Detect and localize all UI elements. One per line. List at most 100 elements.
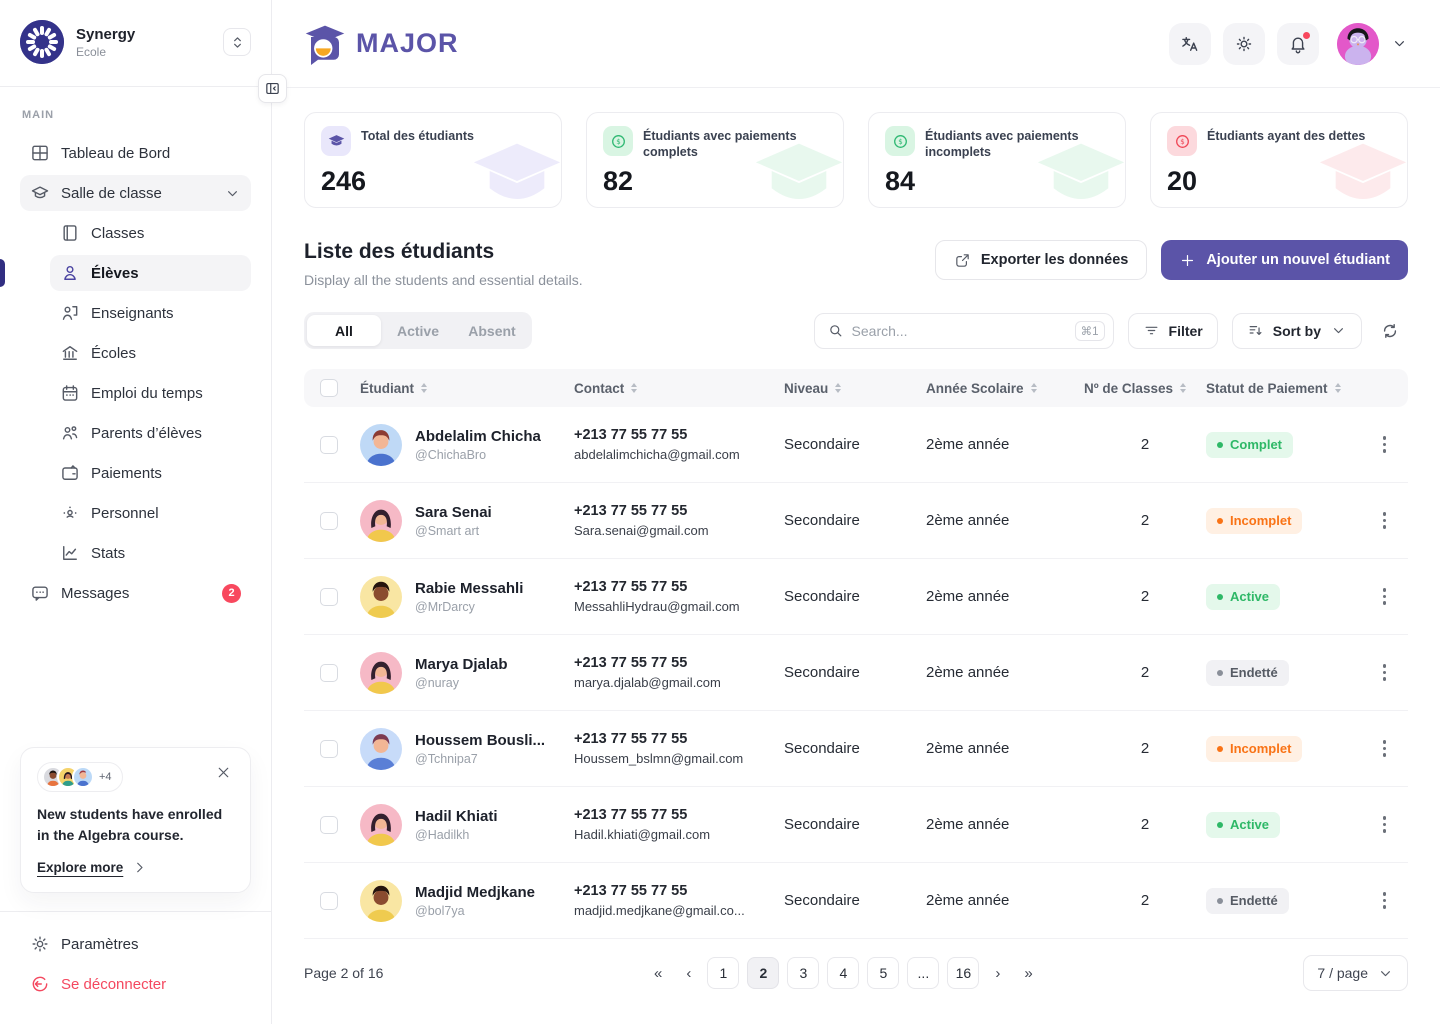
- table-row: Madjid Medjkane @bol7ya +213 77 55 77 55 m…: [304, 863, 1408, 939]
- page-button-3[interactable]: 3: [787, 957, 820, 989]
- sidebar-item-payments[interactable]: Paiements: [50, 455, 251, 491]
- sidebar-item-students[interactable]: Élèves: [0, 255, 251, 291]
- per-page-select[interactable]: 7 / page: [1303, 955, 1408, 991]
- sort-button[interactable]: Sort by: [1231, 312, 1362, 349]
- row-actions-menu[interactable]: [1377, 582, 1393, 611]
- nav-section-label: MAIN: [22, 109, 55, 121]
- row-actions-menu[interactable]: [1377, 886, 1393, 915]
- row-checkbox[interactable]: [320, 663, 338, 682]
- export-button[interactable]: Exporter les données: [934, 240, 1148, 280]
- student-phone: +213 77 55 77 55: [574, 579, 688, 595]
- column-header-level[interactable]: Niveau: [784, 381, 926, 396]
- student-classes-count: 2: [1140, 512, 1150, 529]
- column-header-classes[interactable]: Nº de Classes: [1084, 381, 1206, 396]
- refresh-button[interactable]: [1372, 313, 1408, 349]
- theme-toggle-button[interactable]: [1223, 22, 1265, 65]
- stat-card-debts: $ Étudiants ayant des dettes 20: [1150, 112, 1408, 208]
- prev-page-button[interactable]: ‹: [678, 961, 699, 986]
- sidebar-item-classroom[interactable]: Salle de classe: [20, 175, 251, 211]
- status-dot: [1217, 441, 1223, 448]
- page-summary: Page 2 of 16: [304, 965, 384, 981]
- page-button-16[interactable]: 16: [947, 957, 980, 989]
- table-controls: All Active Absent ⌘1 Filter Sort by: [304, 312, 1408, 349]
- filter-button[interactable]: Filter: [1127, 312, 1218, 349]
- row-checkbox[interactable]: [320, 587, 338, 606]
- sidebar-item-messages[interactable]: Messages 2: [20, 575, 251, 611]
- staff-community-icon: [63, 506, 77, 518]
- sidebar-item-dashboard[interactable]: Tableau de Bord: [20, 135, 251, 171]
- row-actions-menu[interactable]: [1377, 506, 1393, 535]
- student-email: Sara.senai@gmail.com: [574, 523, 709, 538]
- row-checkbox[interactable]: [320, 739, 338, 758]
- select-all-checkbox[interactable]: [320, 379, 338, 397]
- next-page-button[interactable]: ›: [987, 961, 1008, 986]
- chevron-down-icon: [1395, 41, 1404, 47]
- sidebar-item-stats[interactable]: Stats: [50, 535, 251, 571]
- stats-row: Total des étudiants 246 $ Étudiants avec…: [304, 112, 1408, 208]
- sidebar-item-schools[interactable]: Écoles: [50, 335, 251, 371]
- add-student-button[interactable]: Ajouter un nouvel étudiant: [1161, 240, 1408, 280]
- column-header-student[interactable]: Étudiant: [360, 381, 574, 396]
- chevron-down-icon: [228, 190, 237, 196]
- search-input[interactable]: [851, 322, 1067, 339]
- graduation-cap-icon: [321, 126, 351, 156]
- page-ellipsis[interactable]: ...: [907, 957, 940, 989]
- status-dot: [1217, 593, 1223, 600]
- tab-all[interactable]: All: [307, 315, 381, 346]
- row-actions-menu[interactable]: [1377, 810, 1393, 839]
- page-button-1[interactable]: 1: [707, 957, 740, 989]
- payment-status-badge: Complet: [1206, 431, 1293, 458]
- column-header-contact[interactable]: Contact: [574, 381, 784, 396]
- tab-active[interactable]: Active: [381, 315, 455, 346]
- row-checkbox[interactable]: [320, 815, 338, 834]
- row-actions-menu[interactable]: [1377, 734, 1393, 763]
- promo-explore-link[interactable]: Explore more: [37, 859, 148, 876]
- row-actions-menu[interactable]: [1377, 430, 1393, 459]
- promo-extra-count: +4: [99, 771, 112, 784]
- last-page-button[interactable]: »: [1016, 961, 1040, 986]
- page-button-5[interactable]: 5: [867, 957, 900, 989]
- sidebar-collapse-button[interactable]: [258, 74, 287, 103]
- user-avatar[interactable]: [1337, 22, 1379, 65]
- student-classes-count: 2: [1140, 740, 1150, 757]
- message-bubble-icon: [32, 586, 48, 601]
- org-name: Synergy: [76, 25, 136, 43]
- sidebar-item-label: Stats: [91, 544, 126, 562]
- column-header-status[interactable]: Statut de Paiement: [1206, 381, 1356, 396]
- row-checkbox[interactable]: [320, 511, 338, 530]
- translate-button[interactable]: [1169, 22, 1211, 65]
- student-classes-count: 2: [1140, 588, 1150, 605]
- student-email: Houssem_bslmn@gmail.com: [574, 751, 744, 766]
- major-logo-icon: [305, 25, 345, 65]
- student-name: Marya Djalab: [415, 655, 508, 673]
- student-level: Secondaire: [784, 512, 860, 529]
- student-year: 2ème année: [926, 588, 1010, 605]
- first-page-button[interactable]: «: [646, 961, 670, 986]
- page-button-4[interactable]: 4: [827, 957, 860, 989]
- sidebar-item-schedule[interactable]: Emploi du temps: [50, 375, 251, 411]
- sidebar-item-staff[interactable]: Personnel: [50, 495, 251, 531]
- sidebar-item-teachers[interactable]: Enseignants: [50, 295, 251, 331]
- student-classes-count: 2: [1140, 664, 1150, 681]
- row-checkbox[interactable]: [320, 435, 338, 454]
- sidebar-item-logout[interactable]: Se déconnecter: [20, 966, 251, 1002]
- row-checkbox[interactable]: [320, 891, 338, 910]
- panel-collapse-icon: [266, 82, 279, 95]
- sidebar-item-label: Classes: [91, 224, 145, 242]
- page-button-2-active[interactable]: 2: [747, 957, 780, 989]
- promo-close-button[interactable]: [213, 762, 234, 786]
- org-switcher-button[interactable]: [223, 28, 251, 56]
- sidebar-item-parents[interactable]: Parents d’élèves: [50, 415, 251, 451]
- column-header-year[interactable]: Année Scolaire: [926, 381, 1084, 396]
- student-level: Secondaire: [784, 740, 860, 757]
- student-name: Abdelalim Chicha: [415, 427, 541, 445]
- tab-absent[interactable]: Absent: [455, 315, 529, 346]
- row-actions-menu[interactable]: [1377, 658, 1393, 687]
- profile-menu-caret[interactable]: [1391, 35, 1408, 52]
- table-row: Marya Djalab @nuray +213 77 55 77 55 marya…: [304, 635, 1408, 711]
- notifications-button[interactable]: [1277, 22, 1319, 65]
- graduation-cap-watermark: [1037, 143, 1125, 199]
- payment-status-badge: Active: [1206, 583, 1281, 610]
- sidebar-item-settings[interactable]: Paramètres: [20, 926, 251, 962]
- sidebar-item-classes[interactable]: Classes: [50, 215, 251, 251]
